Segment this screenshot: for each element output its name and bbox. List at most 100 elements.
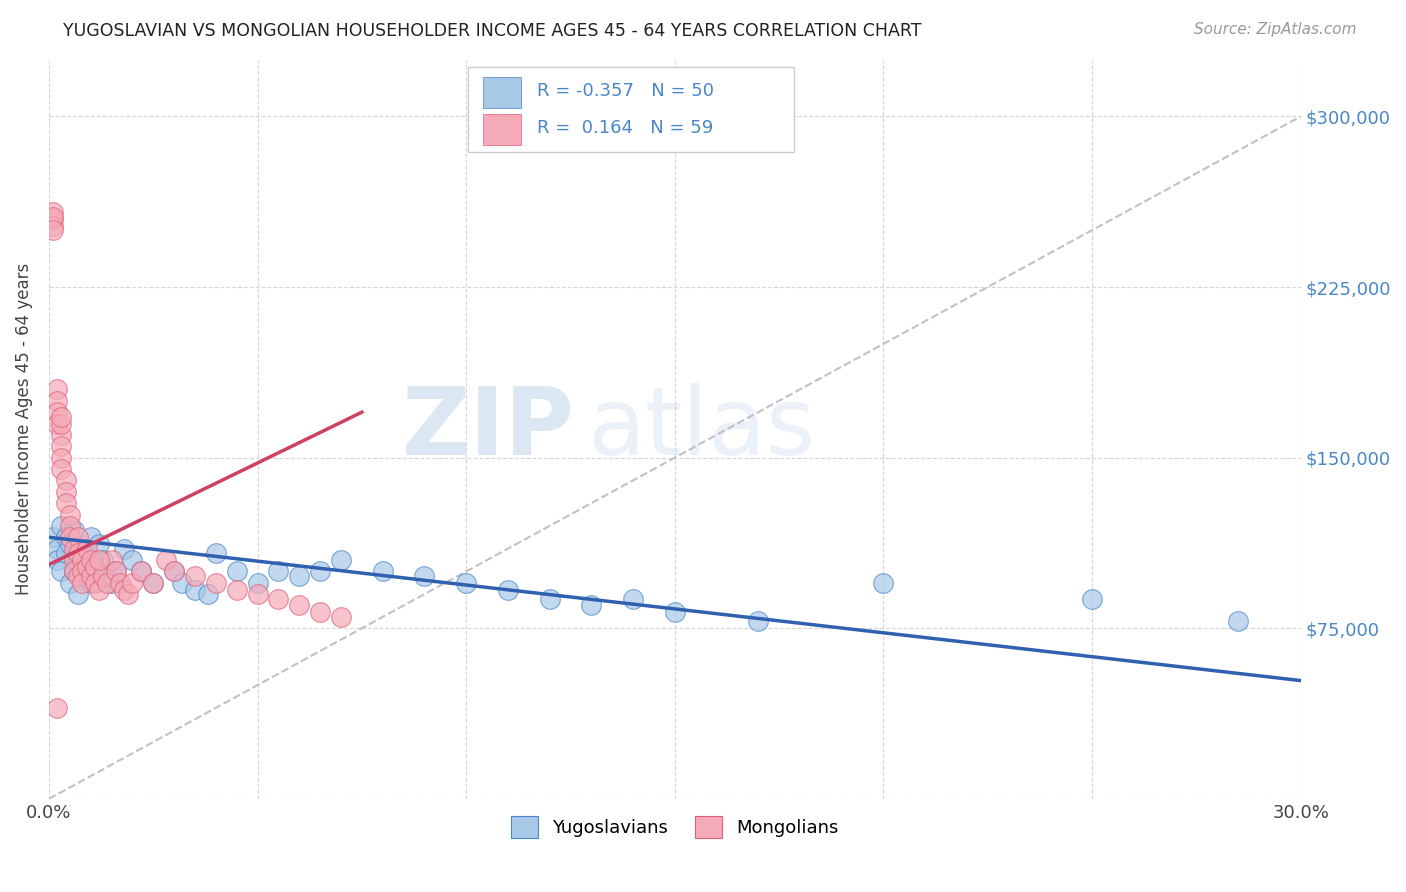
Point [80,575,103,590]
Point [42,530,65,544]
Point [67,569,90,583]
Point [51,462,73,476]
Point [309,605,332,619]
Point [72,541,94,556]
Point [1081,591,1104,606]
Point [246,575,269,590]
Point [664,605,686,619]
Point [51,565,73,579]
Point [76,541,98,556]
Point [205,575,228,590]
Point [456,575,478,590]
Point [42,205,65,219]
Point [225,582,247,597]
Point [55,474,77,488]
Point [621,591,644,606]
Point [59,508,82,522]
Bar [484,77,520,108]
Point [330,553,353,567]
Point [87,537,110,551]
Point [51,417,73,431]
Point [59,530,82,544]
Point [51,409,73,424]
Text: YUGOSLAVIAN VS MONGOLIAN HOUSEHOLDER INCOME AGES 45 - 64 YEARS CORRELATION CHART: YUGOSLAVIAN VS MONGOLIAN HOUSEHOLDER INC… [63,22,922,40]
Text: Source: ZipAtlas.com: Source: ZipAtlas.com [1194,22,1357,37]
Point [330,610,353,624]
Point [46,541,69,556]
Point [163,565,186,579]
Text: R = -0.357   N = 50: R = -0.357 N = 50 [537,82,714,101]
Point [72,565,94,579]
Point [91,553,114,567]
Point [129,565,152,579]
Point [87,553,110,567]
Point [142,575,165,590]
Point [117,587,139,601]
Point [112,541,135,556]
Point [163,565,186,579]
Point [72,575,94,590]
Point [46,417,69,431]
Text: atlas: atlas [588,384,815,475]
Point [63,524,86,538]
Point [80,569,103,583]
Point [80,530,103,544]
Point [288,569,311,583]
Point [42,210,65,224]
Point [76,559,98,574]
Point [288,599,311,613]
Point [67,553,90,567]
Point [184,569,207,583]
Point [172,575,194,590]
Point [72,553,94,567]
Point [100,575,122,590]
Point [51,428,73,442]
Point [67,530,90,544]
Point [108,575,131,590]
Point [91,569,114,583]
Point [96,569,118,583]
Point [129,565,152,579]
Point [747,615,769,629]
Point [246,587,269,601]
Point [76,546,98,560]
Point [225,565,247,579]
Point [96,575,118,590]
Text: R =  0.164   N = 59: R = 0.164 N = 59 [537,120,713,137]
Point [104,565,127,579]
Y-axis label: Householder Income Ages 45 - 64 years: Householder Income Ages 45 - 64 years [15,263,32,595]
Point [46,383,69,397]
Point [67,546,90,560]
Point [121,553,143,567]
Point [42,219,65,233]
Point [63,565,86,579]
Point [155,553,177,567]
Point [87,582,110,597]
Point [46,405,69,419]
Point [63,565,86,579]
Point [59,575,82,590]
Point [55,546,77,560]
Point [1227,615,1250,629]
Point [80,553,103,567]
Bar [484,113,520,145]
Point [55,496,77,510]
Point [121,575,143,590]
Point [63,541,86,556]
Point [59,537,82,551]
Point [51,439,73,453]
Text: ZIP: ZIP [402,384,575,475]
Point [46,393,69,408]
Point [581,599,603,613]
Point [100,553,122,567]
Point [142,575,165,590]
Point [51,450,73,465]
Point [55,530,77,544]
Point [413,569,436,583]
Point [83,575,105,590]
FancyBboxPatch shape [468,67,794,152]
Point [83,559,105,574]
Point [55,484,77,499]
Point [42,223,65,237]
Point [309,565,332,579]
